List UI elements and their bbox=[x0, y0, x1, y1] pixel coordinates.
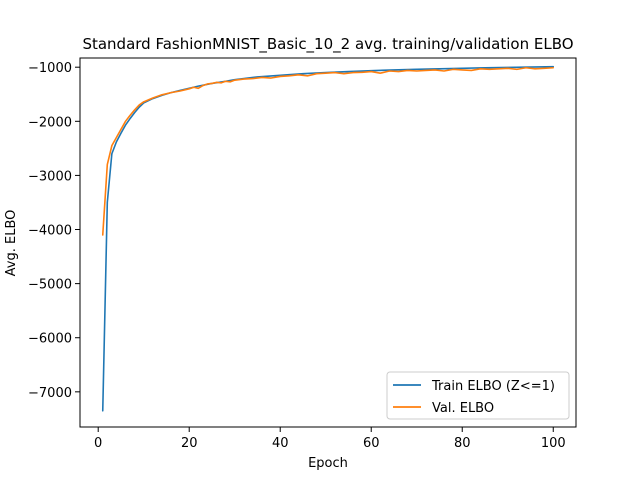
chart-title: Standard FashionMNIST_Basic_10_2 avg. tr… bbox=[82, 35, 573, 54]
legend-box bbox=[386, 371, 570, 420]
x-tick-label: 100 bbox=[541, 436, 566, 451]
y-tick-label: −3000 bbox=[28, 169, 72, 184]
x-tick-label: 80 bbox=[454, 436, 471, 451]
y-tick-label: −4000 bbox=[28, 224, 72, 239]
y-axis-ticks: −7000 −6000 −5000 −4000 −3000 −2000 −1000 bbox=[28, 61, 80, 401]
y-tick-label: −6000 bbox=[28, 332, 72, 347]
y-tick-label: −5000 bbox=[28, 278, 72, 293]
x-tick-label: 60 bbox=[363, 436, 380, 451]
y-tick-label: −2000 bbox=[28, 115, 72, 130]
x-tick-label: 20 bbox=[181, 436, 198, 451]
x-axis-label: Epoch bbox=[308, 456, 348, 471]
x-axis-ticks: 0 20 40 60 80 100 bbox=[94, 427, 566, 451]
val-elbo-line bbox=[101, 66, 555, 236]
y-axis-label: Avg. ELBO bbox=[4, 210, 19, 277]
x-tick-label: 40 bbox=[272, 436, 289, 451]
plot-frame bbox=[79, 57, 577, 428]
y-tick-label: −1000 bbox=[28, 61, 72, 76]
legend-label-val: Val. ELBO bbox=[432, 401, 494, 416]
x-tick-label: 0 bbox=[94, 436, 102, 451]
series-lines bbox=[101, 65, 555, 412]
legend: Train ELBO (Z<=1) Val. ELBO bbox=[386, 371, 570, 420]
y-tick-label: −7000 bbox=[28, 386, 72, 401]
legend-label-train: Train ELBO (Z<=1) bbox=[431, 379, 555, 394]
